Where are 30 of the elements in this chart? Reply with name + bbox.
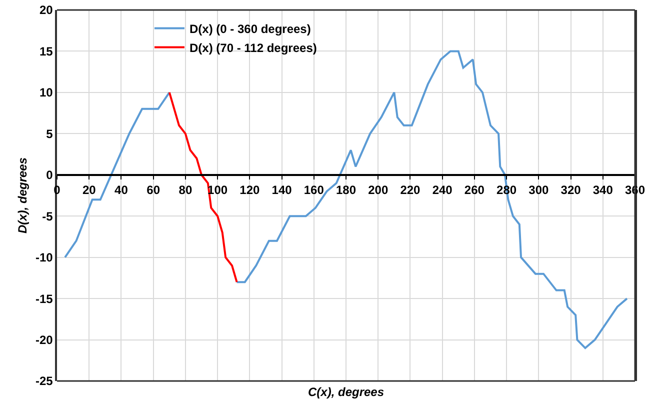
x-tick-label: 200	[368, 183, 388, 198]
x-axis-title: C(x), degrees	[308, 385, 384, 399]
x-tick-label: 80	[178, 183, 192, 198]
legend-label: D(x) (70 - 112 degrees)	[189, 40, 317, 55]
y-tick-label: -15	[36, 292, 54, 306]
x-tick-label: 140	[272, 183, 292, 198]
y-tick-label: -5	[42, 209, 54, 224]
x-tick-label: 220	[400, 183, 421, 198]
y-tick-label: 10	[39, 86, 54, 100]
x-tick-label: 260	[464, 183, 485, 198]
x-tick-label: 340	[592, 183, 614, 198]
x-tick-label: 60	[146, 183, 160, 198]
y-tick-label: 5	[46, 126, 54, 141]
y-tick-label: 0	[46, 168, 54, 182]
x-tick-label: 40	[114, 183, 128, 198]
y-tick-label: 20	[39, 3, 54, 18]
x-tick-label: 180	[336, 183, 356, 198]
legend-label: D(x) (0 - 360 degrees)	[189, 22, 311, 36]
x-tick-label: 160	[304, 183, 324, 198]
x-tick-label: 300	[528, 183, 549, 198]
y-tick-label: -25	[36, 374, 54, 388]
x-tick-label: 240	[432, 183, 453, 198]
y-tick-label: -10	[36, 250, 54, 265]
x-tick-label: 320	[560, 183, 582, 198]
x-tick-label: 120	[240, 183, 260, 198]
y-tick-label: -20	[36, 332, 54, 347]
line-series	[168, 91, 238, 284]
x-tick-label: 20	[82, 183, 96, 198]
y-tick-label: 15	[39, 44, 54, 58]
y-axis-title: D(x), degrees	[15, 157, 30, 234]
